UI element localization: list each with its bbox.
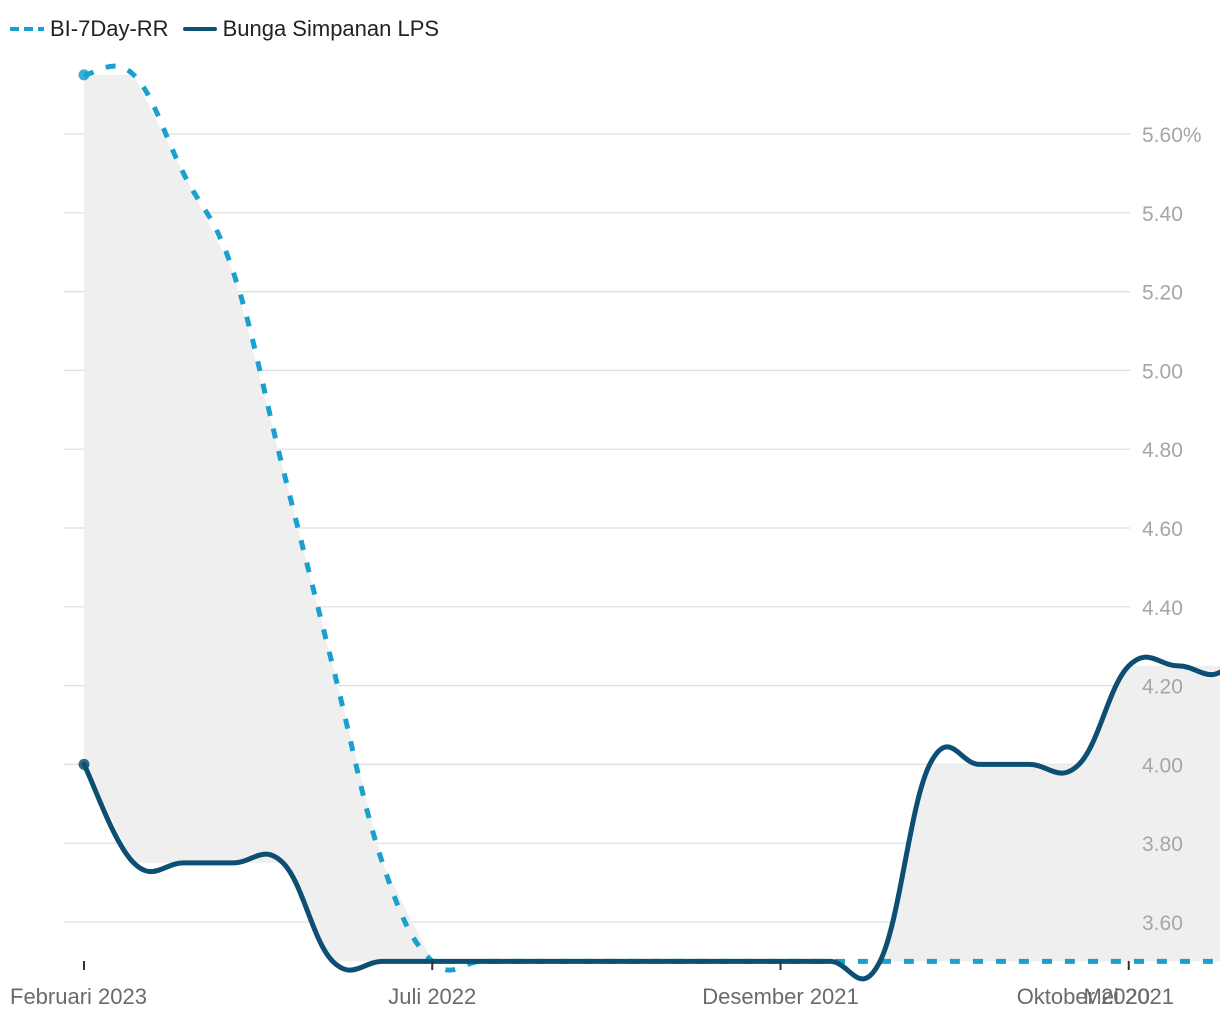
legend-item-bi7dayrr[interactable]: BI-7Day-RR (10, 16, 169, 42)
x-tick-label: Februari 2023 (10, 984, 147, 1009)
y-tick-label: 4.40 (1142, 597, 1183, 620)
y-tick-label: 4.60 (1142, 518, 1183, 541)
series-lines (78, 63, 1220, 982)
series-line-lps[interactable] (81, 272, 1220, 982)
axes: 5.60% 5.40 5.20 5.00 4.80 4.60 4.40 4.20 4.00 3.8… (10, 124, 1202, 1009)
x-tick-label: Mei 2021 (1083, 984, 1174, 1009)
y-tick-label: 4.20 (1142, 676, 1183, 699)
x-tick-label: Desember 2021 (702, 984, 859, 1009)
y-tick-label: 3.80 (1142, 833, 1183, 856)
x-tick-label: Oktober 2020 (1017, 984, 1150, 1009)
shaded-gap-area (84, 74, 1220, 962)
legend-item-lps[interactable]: Bunga Simpanan LPS (182, 16, 440, 42)
legend-label-bi7dayrr: BI-7Day-RR (50, 16, 169, 41)
x-tick-label: Juli 2022 (388, 984, 476, 1009)
y-tick-label: 5.00 (1142, 360, 1183, 383)
legend-swatch-solid (182, 27, 217, 31)
y-tick-label: 4.80 (1142, 439, 1183, 462)
y-tick-label: 5.40 (1142, 203, 1183, 226)
y-tick-label: 4.00 (1142, 754, 1183, 777)
gap-area (84, 74, 1220, 962)
y-tick-label: 5.20 (1142, 282, 1183, 305)
legend-label-lps: Bunga Simpanan LPS (222, 16, 440, 41)
series-start-point (78, 758, 90, 770)
series-start-point (78, 69, 90, 81)
y-tick-label: 5.60% (1142, 124, 1202, 147)
legend: BI-7Day-RR Bunga Simpanan LPS (10, 16, 453, 42)
y-tick-label: 3.60 (1142, 912, 1183, 935)
legend-swatch-dashed (10, 27, 44, 31)
